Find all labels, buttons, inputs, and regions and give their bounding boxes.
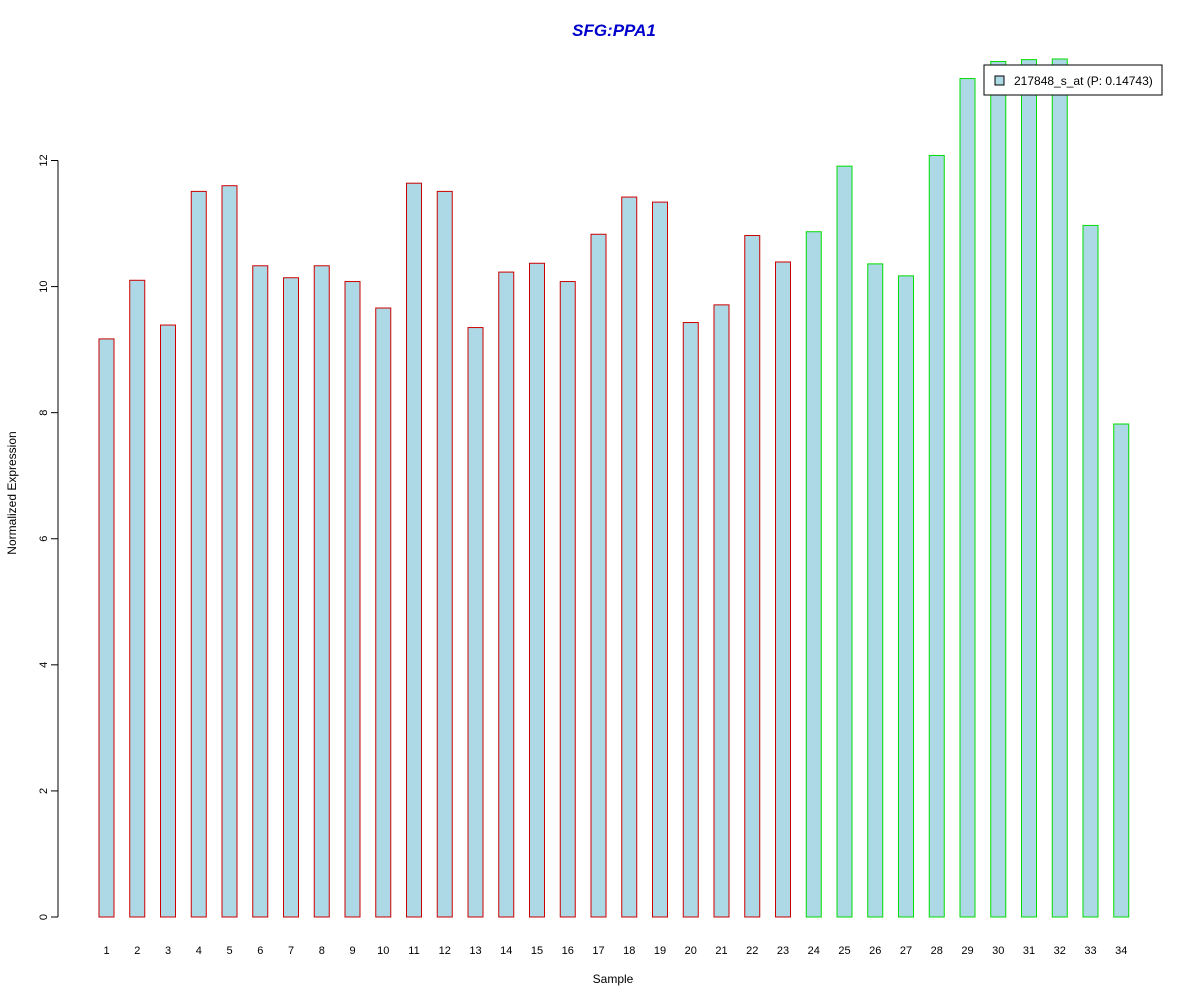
y-tick-label: 6 — [38, 536, 50, 542]
bar-sample-21 — [713, 304, 730, 918]
x-tick-label: 22 — [746, 945, 758, 957]
bar-sample-19 — [652, 201, 668, 918]
x-tick-label: 16 — [562, 945, 574, 957]
y-axis-label: Normalized Expression — [5, 431, 19, 554]
bar-sample-20 — [682, 322, 699, 918]
bar-sample-15 — [529, 262, 545, 918]
bar-sample-17 — [590, 233, 607, 918]
chart-title: SFG:PPA1 — [572, 21, 656, 40]
bar-sample-11 — [406, 182, 422, 918]
bar-sample-26 — [867, 263, 884, 918]
x-axis-label: Sample — [593, 972, 634, 986]
x-tick-label: 26 — [869, 945, 881, 957]
legend-label: 217848_s_at (P: 0.14743) — [1014, 74, 1153, 88]
x-tick-label: 27 — [900, 945, 912, 957]
bar-sample-4 — [190, 190, 207, 918]
x-tick-label: 33 — [1084, 945, 1096, 957]
x-tick-label: 12 — [439, 945, 451, 957]
bar-sample-29 — [959, 78, 976, 918]
x-tick-label: 32 — [1054, 945, 1066, 957]
x-tick-label: 21 — [715, 945, 727, 957]
x-tick-label: 8 — [319, 945, 325, 957]
bar-sample-31 — [1021, 59, 1037, 918]
bars — [98, 58, 1130, 918]
bar-sample-9 — [344, 281, 361, 918]
bar-sample-22 — [744, 235, 761, 918]
x-tick-label: 24 — [808, 945, 820, 957]
bar-sample-10 — [375, 307, 392, 918]
bar-sample-16 — [559, 281, 576, 918]
y-tick-label: 12 — [38, 154, 50, 166]
x-tick-label: 4 — [196, 945, 202, 957]
bar-sample-12 — [436, 190, 453, 918]
x-tick-label: 14 — [500, 945, 512, 957]
y-tick-label: 2 — [38, 788, 50, 794]
x-tick-label: 23 — [777, 945, 789, 957]
x-tick-label: 34 — [1115, 945, 1127, 957]
x-tick-label: 2 — [134, 945, 140, 957]
x-tick-label: 1 — [103, 945, 109, 957]
x-tick-label: 13 — [469, 945, 481, 957]
x-tick-label: 29 — [961, 945, 973, 957]
x-tick-label: 18 — [623, 945, 635, 957]
legend: 217848_s_at (P: 0.14743) — [983, 64, 1163, 96]
bar-sample-32 — [1051, 58, 1068, 918]
bar-sample-28 — [928, 154, 945, 918]
x-tick-label: 10 — [377, 945, 389, 957]
bar-sample-3 — [160, 324, 176, 918]
bar-sample-7 — [283, 277, 299, 918]
x-tick-label: 7 — [288, 945, 294, 957]
y-axis: 0 2 4 6 8 10 12 — [38, 154, 59, 920]
bar-sample-25 — [836, 165, 853, 918]
x-tick-label: 17 — [592, 945, 604, 957]
bar-sample-13 — [467, 327, 484, 918]
x-tick-label: 30 — [992, 945, 1004, 957]
bar-sample-30 — [990, 61, 1007, 918]
x-tick-label: 9 — [349, 945, 355, 957]
bar-sample-27 — [898, 275, 914, 918]
y-tick-label: 10 — [38, 280, 50, 292]
bar-sample-24 — [805, 231, 822, 918]
legend-swatch — [994, 75, 1005, 86]
bar-sample-8 — [313, 265, 330, 918]
x-tick-label: 25 — [838, 945, 850, 957]
x-tick-label: 28 — [931, 945, 943, 957]
y-tick-label: 8 — [38, 410, 50, 416]
x-tick-label: 5 — [226, 945, 232, 957]
x-tick-label: 31 — [1023, 945, 1035, 957]
x-tick-label: 3 — [165, 945, 171, 957]
x-tick-label: 11 — [408, 945, 419, 957]
x-tick-label: 19 — [654, 945, 666, 957]
bar-sample-23 — [775, 261, 791, 918]
y-tick-label: 0 — [38, 914, 50, 920]
y-tick-label: 4 — [38, 662, 50, 668]
bar-sample-18 — [621, 196, 638, 918]
bar-sample-14 — [498, 271, 515, 918]
x-tick-label: 20 — [685, 945, 697, 957]
bar-sample-2 — [129, 279, 146, 918]
x-tick-label: 6 — [257, 945, 263, 957]
bar-sample-33 — [1082, 224, 1099, 918]
x-tick-labels: 1 2 3 4 5 6 7 8 9 10 11 12 13 14 15 16 17 18 19 20 21 22 23 24 2… — [103, 945, 1127, 957]
legend-box — [983, 64, 1163, 96]
bar-sample-1 — [98, 338, 115, 918]
x-tick-label: 15 — [531, 945, 543, 957]
bar-sample-6 — [252, 265, 269, 918]
bar-sample-5 — [221, 185, 238, 918]
bar-sample-34 — [1113, 423, 1130, 918]
